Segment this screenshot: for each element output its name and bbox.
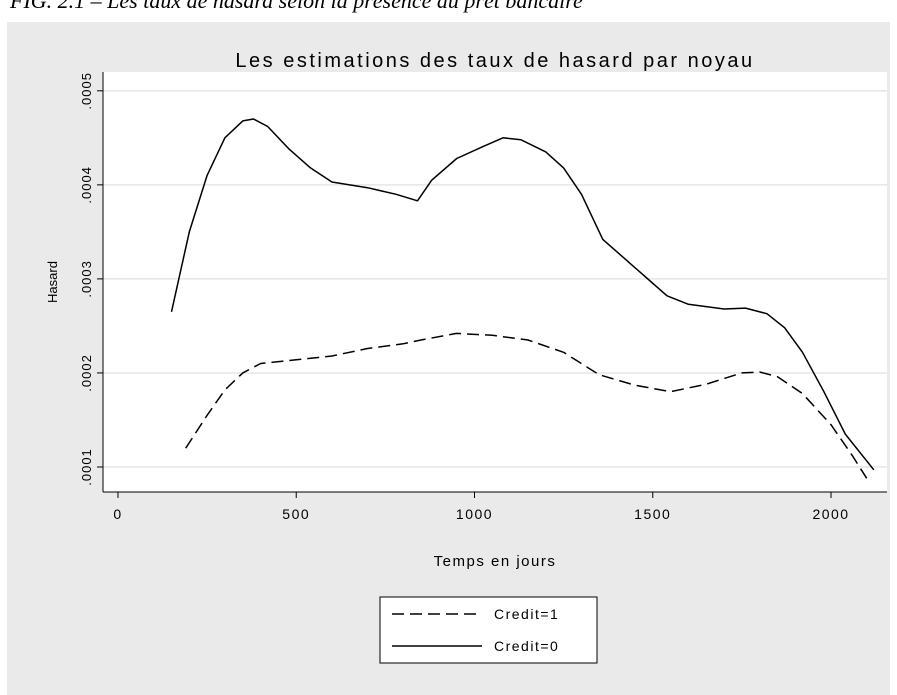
x-tick-label: 500 [282, 506, 310, 522]
x-axis-label: Temps en jours [434, 553, 557, 570]
legend-label: Credit=1 [494, 606, 559, 622]
y-tick-label: .0002 [79, 354, 94, 392]
chart-title: Les estimations des taux de hasard par n… [235, 50, 754, 72]
x-tick-label: 1000 [456, 506, 493, 522]
y-tick-label: .0001 [79, 448, 94, 486]
y-tick-label: .0003 [79, 260, 94, 298]
y-tick-label: .0005 [79, 72, 94, 110]
x-tick-label: 1500 [634, 506, 671, 522]
legend-label: Credit=0 [494, 638, 559, 654]
plot-area [103, 72, 887, 492]
y-tick-label: .0004 [79, 166, 94, 204]
caption: FIG. 2.1 – Les taux de hasard selon la p… [9, 0, 583, 13]
y-axis-label: Hasard [45, 261, 60, 303]
line-series [170, 118, 875, 471]
x-tick-label: 0 [113, 506, 122, 522]
line-series [185, 332, 868, 479]
legend-box [379, 596, 598, 664]
x-tick-label: 2000 [812, 506, 849, 522]
